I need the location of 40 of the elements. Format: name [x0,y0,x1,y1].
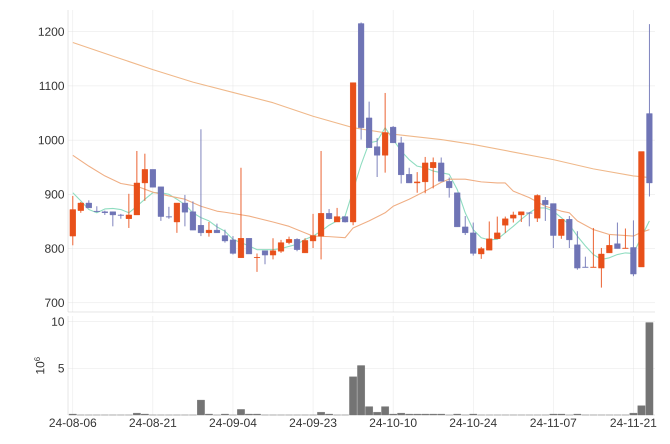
x-tick-label: 24-09-23 [290,418,336,427]
y-tick-label: 1000 [38,136,64,144]
x-tick-label: 24-08-21 [130,418,176,427]
candlestick [174,202,180,234]
candlestick [566,216,572,248]
x-tick-label: 24-11-21 [610,418,656,427]
y-tick-label: 10 [52,317,64,326]
candlestick [222,229,228,244]
y-tick-label: 700 [45,298,64,308]
candlestick [230,236,236,255]
x-tick-label: 24-10-24 [450,418,497,427]
candlestick [262,250,268,265]
candlestick [334,207,340,222]
candlestick [254,252,260,272]
candlestick [326,208,332,220]
candlestick [206,222,212,238]
candlestick [558,218,564,240]
candlestick [246,238,252,254]
x-tick-label: 24-09-04 [210,418,257,427]
candlestick [270,238,276,260]
x-tick-label: 24-10-10 [370,418,417,427]
candlestick [622,228,628,250]
y-tick-label: 1100 [40,82,64,90]
candlestick [502,216,508,234]
x-tick-label: 24-08-06 [49,418,96,427]
y-tick-label: 800 [45,244,64,253]
y-tick-label: 5 [58,364,64,372]
candlestick [606,234,612,254]
candlestick [294,238,300,252]
candlestick [534,194,540,222]
y-tick-label: 1200 [38,27,64,36]
candlestick [614,222,620,250]
x-tick-label: 24-11-07 [530,418,576,427]
candlestick [382,92,388,174]
y-tick-label: 900 [45,190,64,199]
candlestick [526,212,532,227]
candlestick [238,167,244,258]
candlestick [278,239,284,254]
y-axis-title: 10$^{6}$ [34,357,44,374]
candlestick [214,223,220,234]
